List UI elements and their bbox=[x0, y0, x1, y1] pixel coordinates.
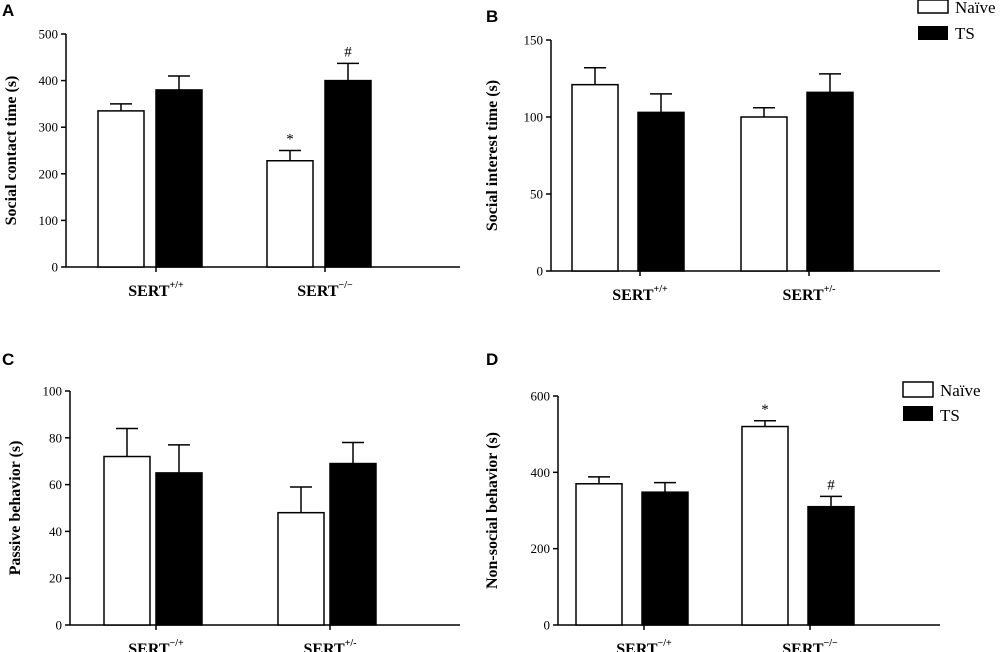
y-tick-label: 400 bbox=[39, 73, 59, 88]
bar-ts bbox=[155, 472, 203, 626]
bar-ts bbox=[324, 79, 372, 268]
bar-ts bbox=[806, 91, 854, 272]
panel-letter: C bbox=[2, 350, 14, 369]
legend-top-ts-label: TS bbox=[955, 24, 975, 43]
y-tick-label: 20 bbox=[49, 571, 62, 586]
y-tick-label: 100 bbox=[43, 384, 63, 399]
bar-naive bbox=[740, 116, 788, 272]
x-tick-label: SERT−/+ bbox=[128, 638, 184, 652]
y-tick-label: 500 bbox=[39, 27, 59, 42]
significance-marker: # bbox=[827, 477, 835, 493]
significance-marker: * bbox=[286, 132, 294, 148]
panel-a: A Social contact time (s) 0 100 200 300 400 500… bbox=[2, 1, 460, 300]
bar-ts bbox=[329, 462, 377, 626]
y-tick-label: 0 bbox=[52, 260, 59, 275]
x-tick-label: SERT+/- bbox=[782, 284, 835, 304]
panel-letter: D bbox=[486, 350, 498, 369]
y-axis-title: Social contact time (s) bbox=[3, 76, 20, 226]
significance-marker: # bbox=[344, 44, 352, 60]
bar-naive bbox=[103, 455, 151, 626]
y-axis-title: Passive behavior (s) bbox=[7, 441, 24, 576]
bar-ts bbox=[641, 491, 689, 626]
legend-d: Naïve TS bbox=[902, 381, 981, 425]
bar-ts bbox=[807, 505, 855, 626]
y-axis-title: Non-social behavior (s) bbox=[484, 432, 501, 589]
y-tick-label: 50 bbox=[530, 187, 543, 202]
panel-letter: A bbox=[2, 1, 14, 20]
bar-naive bbox=[97, 110, 145, 268]
y-tick-label: 100 bbox=[39, 213, 59, 228]
bar-naive bbox=[571, 83, 619, 272]
y-tick-label: 150 bbox=[524, 33, 544, 48]
y-tick-label: 40 bbox=[49, 524, 62, 539]
bar-ts bbox=[637, 111, 685, 272]
legend-top-naive-swatch bbox=[917, 0, 949, 14]
x-tick-label: SERT+/- bbox=[303, 638, 356, 652]
bar-ts bbox=[155, 89, 203, 268]
y-tick-label: 0 bbox=[544, 618, 551, 633]
legend-top-ts-swatch bbox=[918, 26, 948, 40]
y-tick-label: 200 bbox=[39, 166, 59, 181]
legend-top: Naïve TS bbox=[917, 0, 996, 43]
x-tick-label: SERT+/+ bbox=[612, 284, 668, 304]
legend-d-naive-label: Naïve bbox=[940, 381, 981, 400]
x-tick-label: SERT−/− bbox=[297, 280, 353, 300]
bar-naive bbox=[277, 511, 325, 626]
bar-naive bbox=[741, 425, 789, 626]
y-tick-label: 0 bbox=[56, 618, 63, 633]
legend-d-ts-swatch bbox=[903, 406, 933, 421]
y-axis-title: Social interest time (s) bbox=[484, 80, 501, 231]
panel-d: D Non-social behavior (s) 0 200 400 600 SERT−/… bbox=[484, 350, 940, 652]
panel-b: B Social interest time (s) 0 50 100 150 SERT+/… bbox=[484, 7, 940, 304]
y-tick-label: 60 bbox=[49, 477, 62, 492]
bar-naive bbox=[266, 160, 314, 268]
y-tick-label: 80 bbox=[49, 430, 62, 445]
y-tick-label: 300 bbox=[39, 120, 59, 135]
panel-c: C Passive behavior (s) 0 20 40 60 80 100 SERT−/+… bbox=[2, 350, 460, 652]
y-tick-label: 100 bbox=[524, 110, 544, 125]
significance-marker: * bbox=[761, 402, 769, 418]
y-tick-label: 0 bbox=[537, 264, 544, 279]
x-tick-label: SERT−/+ bbox=[616, 638, 672, 652]
y-tick-label: 600 bbox=[531, 389, 551, 404]
y-tick-label: 400 bbox=[531, 465, 551, 480]
x-tick-label: SERT+/+ bbox=[128, 280, 184, 300]
legend-top-naive-label: Naïve bbox=[955, 0, 996, 17]
y-tick-label: 200 bbox=[531, 541, 551, 556]
bar-naive bbox=[575, 483, 623, 626]
legend-d-naive-swatch bbox=[902, 381, 934, 398]
x-tick-label: SERT−/− bbox=[782, 638, 838, 652]
legend-d-ts-label: TS bbox=[940, 406, 960, 425]
panel-letter: B bbox=[486, 7, 498, 26]
